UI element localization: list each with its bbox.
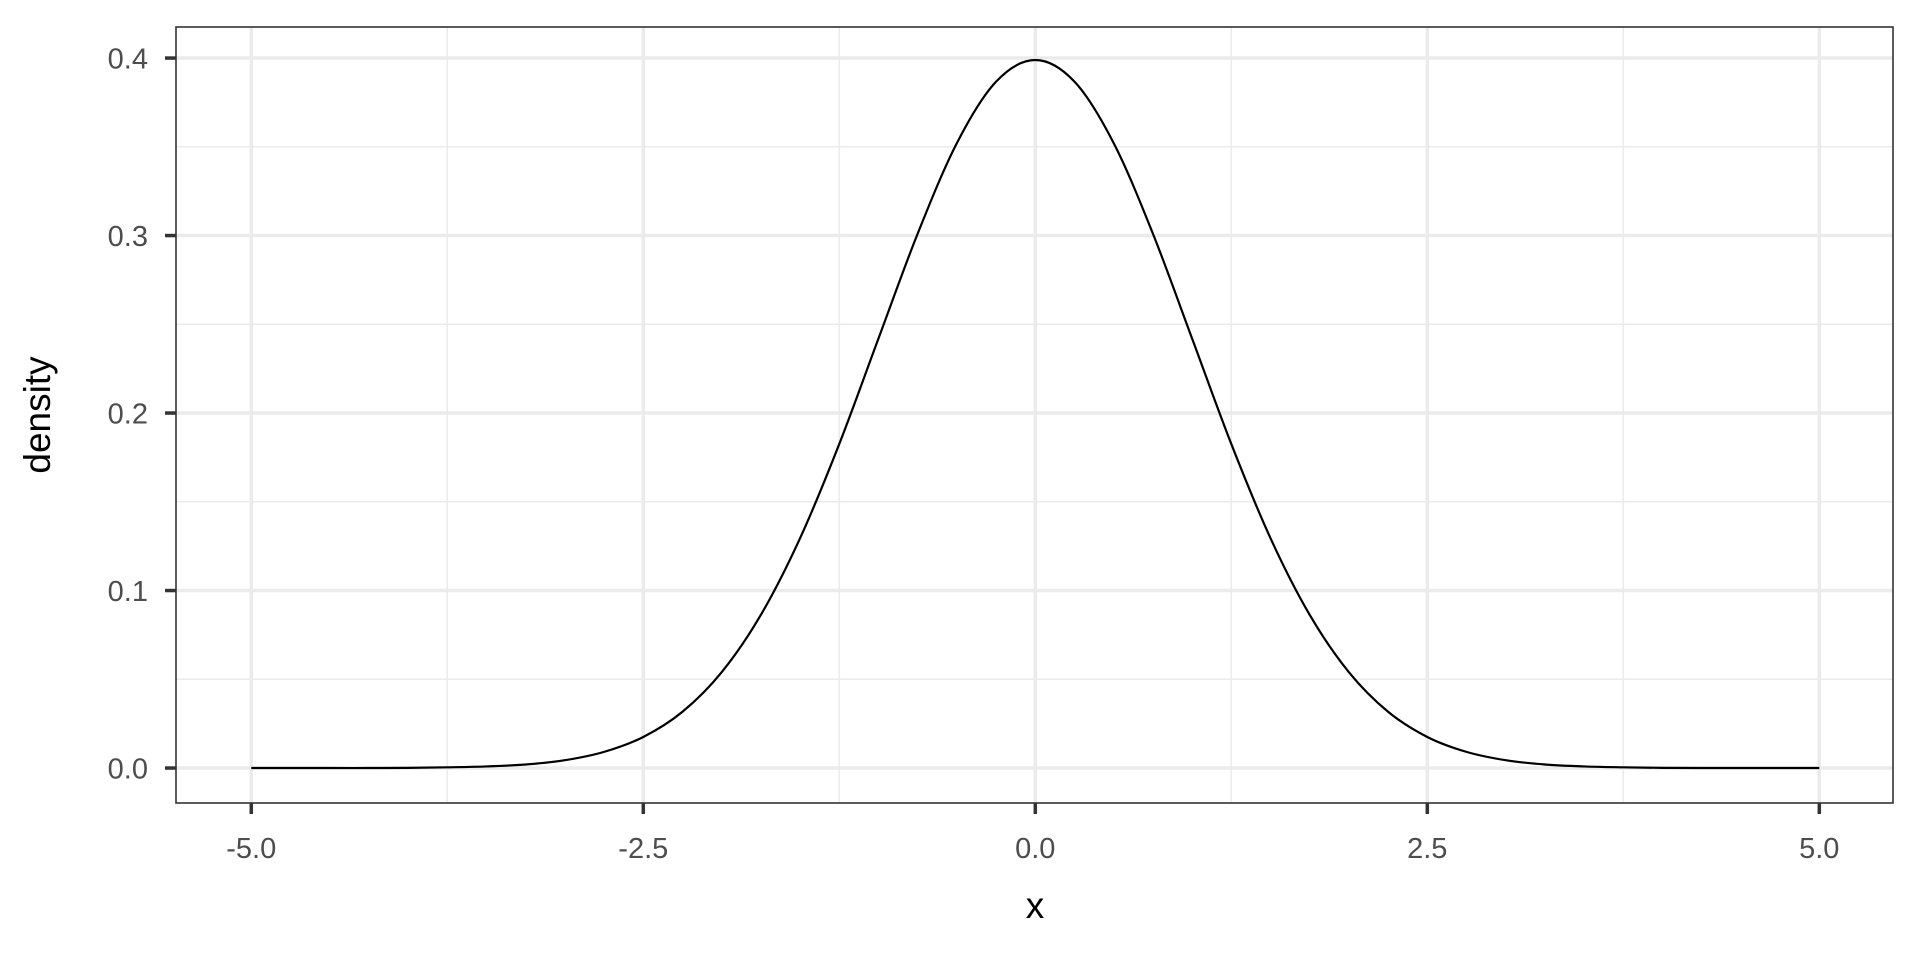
- x-tick-label: 0.0: [1015, 833, 1055, 865]
- x-tick-label: 2.5: [1407, 833, 1447, 865]
- series-layer: [251, 58, 1820, 770]
- y-tick-label: 0.0: [108, 754, 148, 786]
- x-tick-label: 5.0: [1799, 833, 1839, 865]
- y-tick-label: 0.4: [108, 44, 148, 76]
- x-tick-label: -5.0: [226, 833, 276, 865]
- y-axis: 0.0 0.1 0.2 0.3 0.4: [108, 44, 176, 786]
- y-tick-label: 0.2: [108, 399, 148, 431]
- x-tick-label: -2.5: [618, 833, 668, 865]
- x-axis: -5.0 -2.5 0.0 2.5 5.0: [226, 803, 1839, 865]
- y-axis-title: density: [17, 356, 58, 474]
- y-tick-label: 0.3: [108, 221, 148, 253]
- x-axis-title: x: [1026, 885, 1045, 926]
- density-curve: [251, 58, 1820, 770]
- y-tick-label: 0.1: [108, 576, 148, 608]
